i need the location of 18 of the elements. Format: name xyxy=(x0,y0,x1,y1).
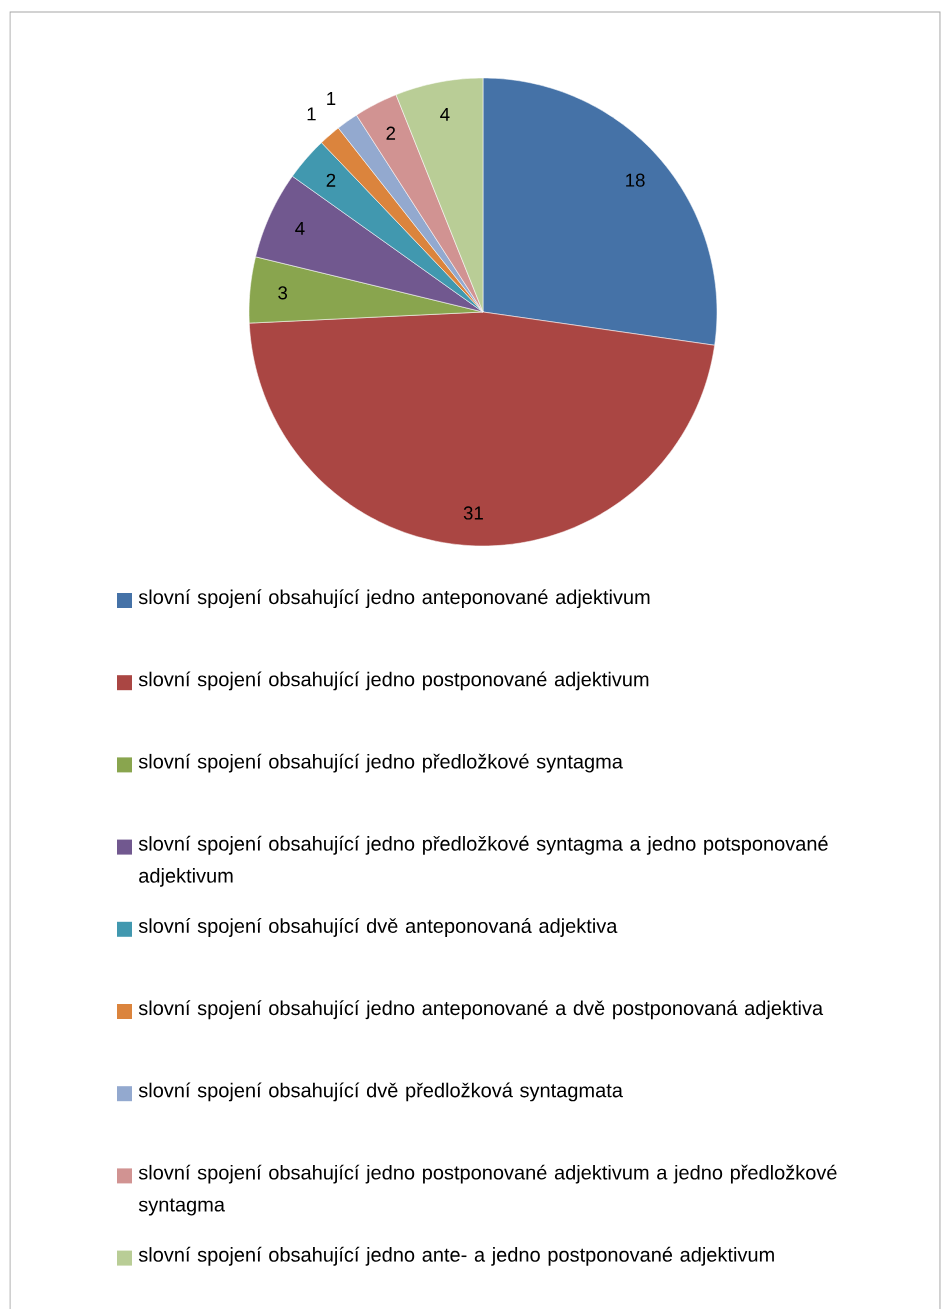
legend-label: slovní spojení obsahující jedno anteponované adjektivum xyxy=(138,589,650,609)
data-label: 18 xyxy=(626,173,645,187)
legend-label: slovní spojení obsahující dvě předložková syntagmata xyxy=(138,1082,623,1102)
data-label: 2 xyxy=(386,126,396,140)
data-label: 4 xyxy=(440,107,450,121)
legend-label: slovní spojení obsahující jedno předložkové syntagma a jedno potsponované adjektivum xyxy=(138,835,828,887)
data-label: 1 xyxy=(327,92,336,105)
legend-label: slovní spojení obsahující jedno ante- a jedno postponované adjektivum xyxy=(138,1246,774,1266)
data-label: 2 xyxy=(326,173,336,187)
legend-label: slovní spojení obsahující jedno postponované adjektivum xyxy=(138,671,649,691)
legend-label: slovní spojení obsahující jedno anteponované a dvě postponovaná adjektiva xyxy=(138,1000,824,1020)
data-label: 1 xyxy=(307,107,316,121)
legend-label: slovní spojení obsahující jedno postponované adjektivum a jedno předložkové syntagma xyxy=(138,1164,837,1216)
data-label: 3 xyxy=(278,286,288,300)
data-label: 4 xyxy=(295,221,305,235)
data-label: 31 xyxy=(463,506,483,520)
legend-label: slovní spojení obsahující dvě anteponovaná adjektiva xyxy=(138,918,618,937)
legend-label: slovní spojení obsahující jedno předložkové syntagma xyxy=(138,753,623,773)
